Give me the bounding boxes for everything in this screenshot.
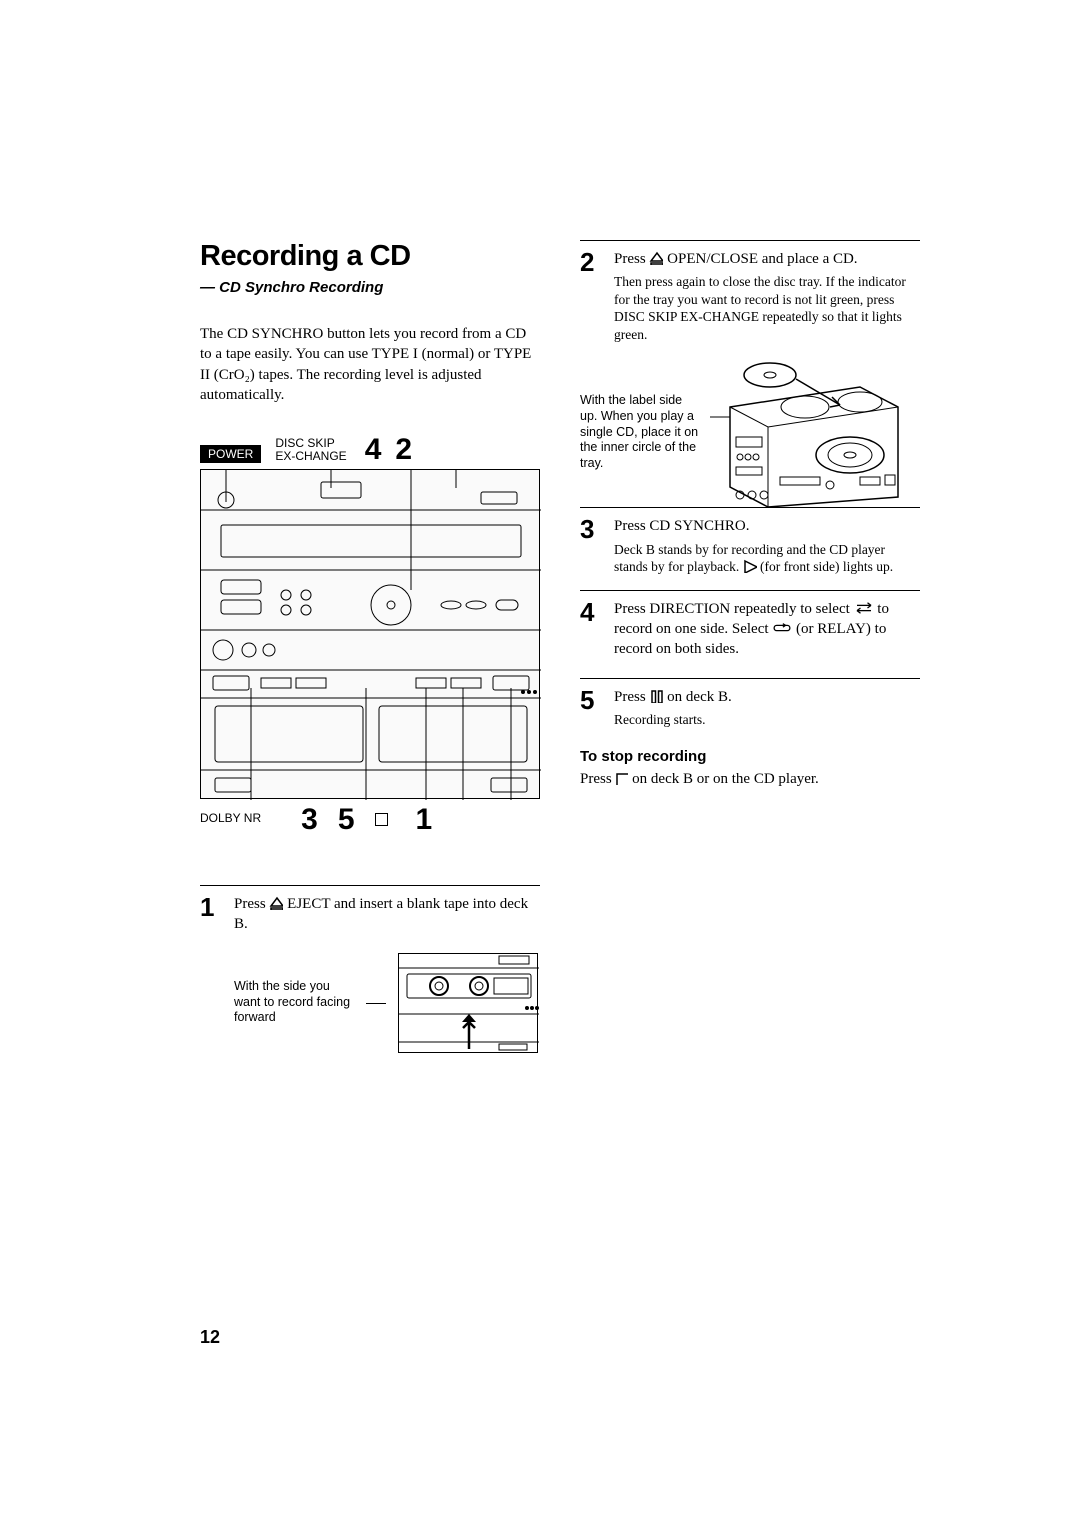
callout-5: 5 — [338, 805, 355, 835]
step-3-number: 3 — [580, 516, 614, 575]
step-2-text: Press OPEN/CLOSE and place a CD. — [614, 249, 920, 269]
stop-icon — [615, 772, 628, 785]
stereo-illustration — [200, 469, 540, 799]
play-icon — [743, 559, 757, 573]
stereo-diagram: POWER DISC SKIP EX-CHANGE 4 2 — [200, 425, 540, 845]
callout-2: 2 — [395, 435, 412, 465]
loop-icon — [772, 621, 792, 635]
step-3-text: Press CD SYNCHRO. — [614, 516, 920, 536]
deck-figure-caption: With the side you want to record facing … — [234, 979, 354, 1026]
discskip-l1: DISC SKIP — [275, 436, 334, 450]
deck-illustration — [398, 953, 538, 1053]
step-2-number: 2 — [580, 249, 614, 343]
pause-icon — [649, 689, 663, 703]
oneside-icon — [854, 601, 874, 615]
step-1: 1 Press EJECT and insert a blank tape in… — [200, 885, 540, 939]
stop-heading: To stop recording — [580, 748, 920, 765]
step-1-number: 1 — [200, 894, 234, 939]
page-subtitle: — CD Synchro Recording — [200, 279, 540, 296]
step-5-number: 5 — [580, 687, 614, 729]
step-4-number: 4 — [580, 599, 614, 664]
eject-icon — [269, 896, 283, 910]
step-1-text: Press EJECT and insert a blank tape into… — [234, 894, 540, 935]
intro-paragraph: The CD SYNCHRO button lets you record fr… — [200, 324, 540, 405]
discskip-l2: EX-CHANGE — [275, 449, 346, 463]
tray-illustration — [710, 357, 900, 507]
eject-icon — [649, 251, 663, 265]
right-column: 2 Press OPEN/CLOSE and place a CD. Then … — [580, 240, 920, 1053]
left-column: Recording a CD — CD Synchro Recording Th… — [200, 240, 540, 1053]
tray-figure-caption: With the label side up. When you play a … — [580, 393, 700, 471]
callout-1: 1 — [416, 805, 433, 835]
discskip-label: DISC SKIP EX-CHANGE — [275, 437, 346, 463]
step-5-text: Press on deck B. — [614, 687, 920, 707]
step-4-text: Press DIRECTION repeatedly to select to … — [614, 599, 920, 660]
stop-text: Press on deck B or on the CD player. — [580, 769, 920, 789]
step-2-detail: Then press again to close the disc tray.… — [614, 273, 920, 343]
dolby-label: DOLBY NR — [200, 811, 261, 825]
callout-3: 3 — [301, 805, 318, 835]
page-title: Recording a CD — [200, 240, 540, 273]
leader-line — [366, 1003, 386, 1004]
step-3: 3 Press CD SYNCHRO. Deck B stands by for… — [580, 507, 920, 575]
tray-figure: With the label side up. When you play a … — [580, 357, 920, 507]
step-5: 5 Press on deck B. Recording starts. — [580, 678, 920, 729]
page-number: 12 — [200, 1327, 220, 1348]
step-2: 2 Press OPEN/CLOSE and place a CD. Then … — [580, 240, 920, 343]
step-3-detail: Deck B stands by for recording and the C… — [614, 541, 920, 576]
deck-figure: With the side you want to record facing … — [234, 953, 540, 1053]
stop-icon — [375, 813, 388, 826]
step-5-detail: Recording starts. — [614, 711, 920, 729]
callout-4: 4 — [365, 435, 382, 465]
step-4: 4 Press DIRECTION repeatedly to select t… — [580, 590, 920, 664]
power-badge: POWER — [200, 445, 261, 463]
